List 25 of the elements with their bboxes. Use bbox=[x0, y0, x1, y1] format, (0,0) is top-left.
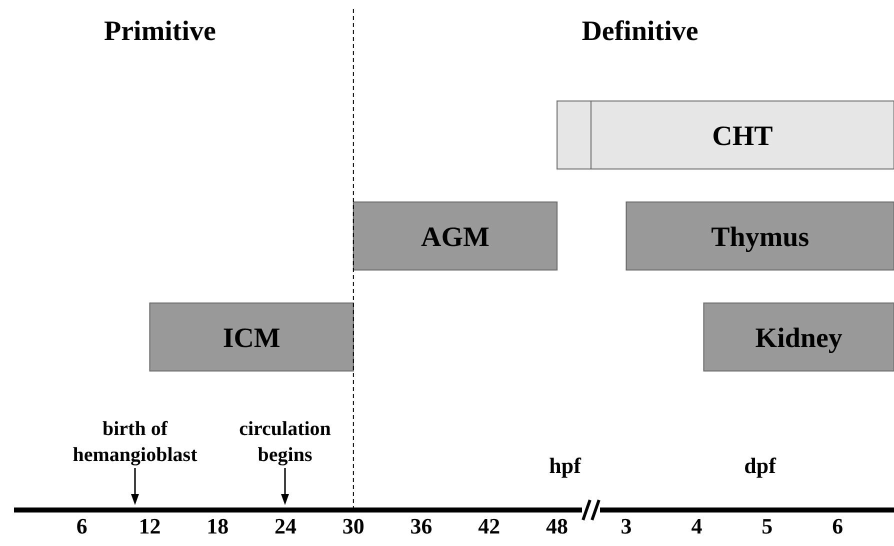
data-label: AGM bbox=[421, 222, 490, 253]
text: birth of hemangioblast bbox=[72, 418, 198, 466]
text: hpf bbox=[549, 453, 582, 478]
text: Definitive bbox=[582, 16, 698, 47]
x-tick-label: 48 bbox=[546, 514, 568, 539]
x-tick-label: 4 bbox=[691, 514, 702, 539]
x-tick-label: 6 bbox=[76, 514, 88, 539]
bar bbox=[352, 202, 558, 270]
x-tick-label: 30 bbox=[342, 514, 364, 539]
data-label: CHT bbox=[712, 120, 774, 152]
x-tick-label: 12 bbox=[138, 514, 161, 539]
bar bbox=[149, 302, 354, 372]
x-tick-label: 6 bbox=[832, 514, 844, 539]
text: Primitive bbox=[104, 16, 216, 47]
data-label: Kidney bbox=[755, 322, 842, 354]
x-tick-label: 36 bbox=[410, 514, 432, 539]
x-tick-label: 24 bbox=[274, 514, 297, 539]
x-tick-label: 18 bbox=[206, 514, 229, 539]
text: dpf bbox=[744, 453, 777, 478]
text: circulation begins bbox=[239, 418, 331, 466]
data-label: ICM bbox=[222, 322, 280, 354]
x-tick-label: 42 bbox=[478, 514, 500, 539]
x-tick-label: 5 bbox=[762, 514, 773, 539]
x-tick-label: 3 bbox=[620, 514, 632, 539]
data-label: Thymus bbox=[711, 222, 810, 253]
